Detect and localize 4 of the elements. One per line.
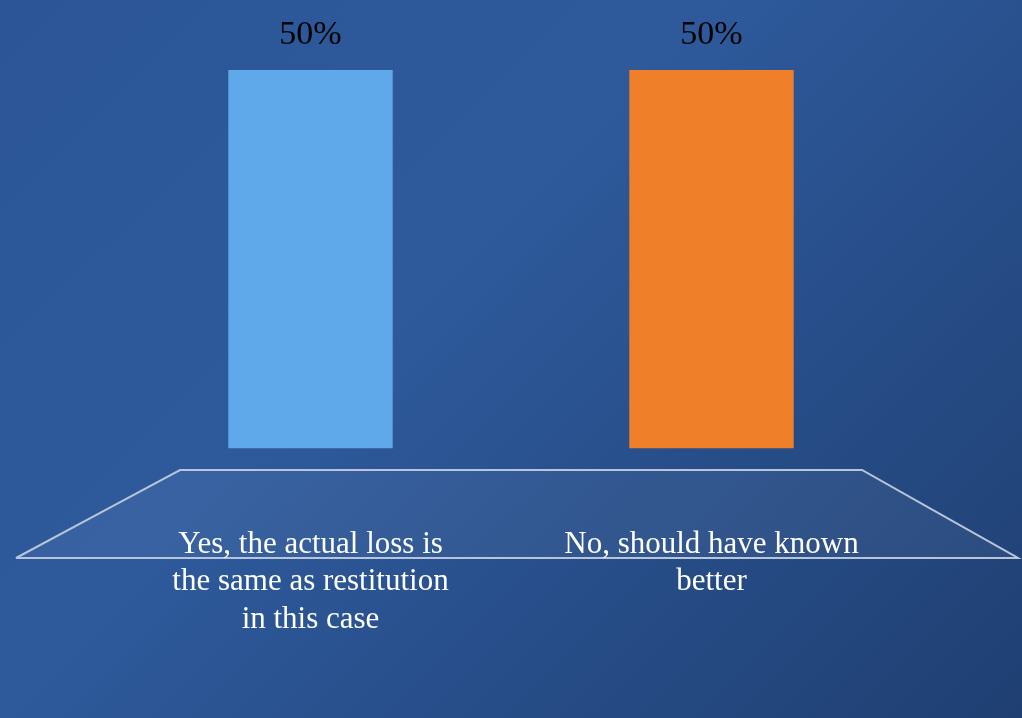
x-tick-label: Yes, the actual loss is the same as restitution in this case: [172, 525, 450, 635]
data-label: 50%: [279, 13, 342, 51]
x-tick-label: No, should have known better: [564, 525, 860, 598]
data-label: 50%: [680, 13, 743, 51]
